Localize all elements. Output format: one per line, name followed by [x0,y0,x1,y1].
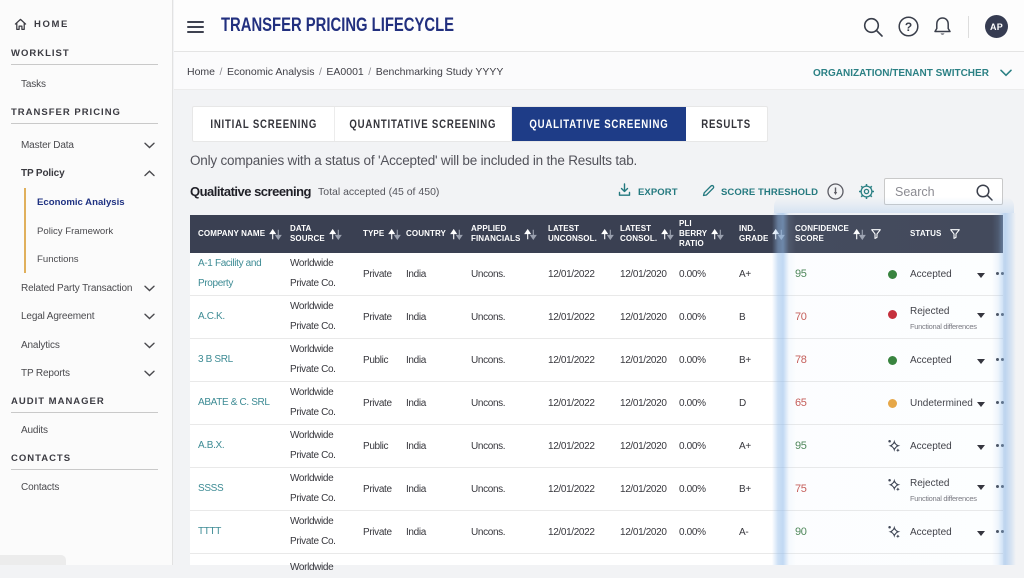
svg-text:?: ? [905,20,912,34]
